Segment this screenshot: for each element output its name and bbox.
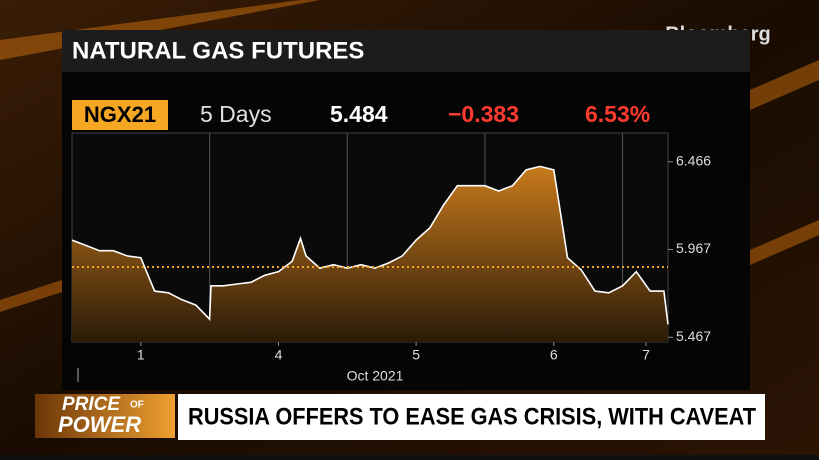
ticker: NGX21: [84, 102, 156, 127]
x-tick-label: 6: [550, 347, 558, 363]
y-tick-label: 5.967: [676, 240, 711, 256]
x-axis-label: Oct 2021: [347, 368, 404, 384]
period: 5 Days: [200, 101, 272, 127]
plot: 5.467 5.967 6.466 1 4 5 6 7: [71, 132, 711, 363]
x-tick-label: 1: [137, 347, 145, 363]
price-change: −0.383: [448, 101, 519, 127]
last-price: 5.484: [330, 101, 388, 127]
price-line: [71, 165, 669, 325]
price-area: [72, 166, 668, 342]
headline: RUSSIA OFFERS TO EASE GAS CRISIS, WITH C…: [188, 403, 756, 430]
x-tick-label: 7: [642, 347, 650, 363]
x-tick-label: 5: [412, 347, 420, 363]
title: NATURAL GAS FUTURES: [72, 37, 364, 64]
price-change-pct: 6.53%: [585, 101, 650, 127]
show-name-bottom: POWER: [58, 412, 141, 437]
y-tick-label: 5.467: [676, 328, 711, 344]
ticker-badge: [72, 100, 168, 130]
title-bar: [62, 30, 750, 72]
headline-box: [178, 394, 765, 440]
show-logo: [35, 394, 175, 438]
show-name-of: OF: [130, 400, 144, 411]
show-name-top: PRICE: [62, 394, 121, 415]
y-tick-label: 6.466: [676, 153, 711, 169]
x-tick-label: 4: [275, 347, 283, 363]
